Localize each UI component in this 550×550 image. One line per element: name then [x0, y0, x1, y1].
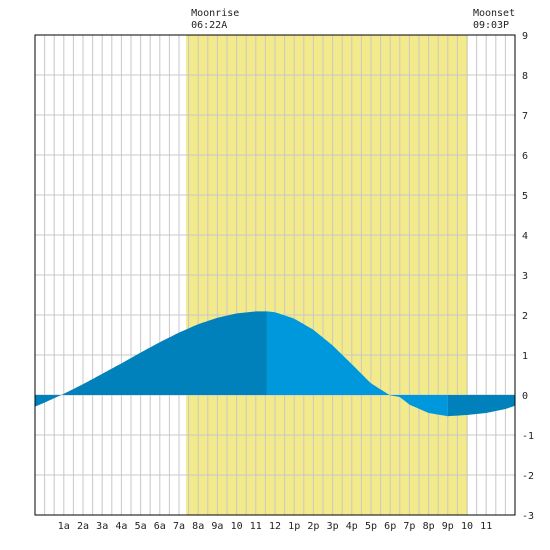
- y-tick-label: 8: [522, 71, 528, 82]
- annotation-time: 09:03P: [473, 20, 509, 31]
- x-tick-label: 4a: [115, 521, 127, 532]
- y-tick-label: 6: [522, 151, 528, 162]
- y-tick-label: -3: [522, 511, 534, 522]
- y-tick-label: 9: [522, 31, 528, 42]
- tide-area-falling: [266, 311, 448, 417]
- tide-area-layer: [35, 311, 515, 417]
- tide-area-rising: [447, 395, 515, 417]
- y-tick-label: 3: [522, 271, 528, 282]
- y-tick-label: 0: [522, 391, 528, 402]
- tide-area-rising: [35, 311, 267, 407]
- x-tick-label: 9p: [442, 521, 454, 532]
- x-tick-label: 6a: [154, 521, 166, 532]
- x-tick-label: 1a: [58, 521, 70, 532]
- x-tick-label: 8a: [192, 521, 204, 532]
- x-tick-label: 2a: [77, 521, 89, 532]
- annotation-label: Moonset: [473, 8, 515, 19]
- plot-frame: [34, 34, 516, 516]
- annotation-label: Moonrise: [191, 8, 239, 19]
- x-tick-label: 9a: [211, 521, 223, 532]
- y-tick-label: 1: [522, 351, 528, 362]
- x-tick-label: 11: [250, 521, 262, 532]
- y-tick-label: 5: [522, 191, 528, 202]
- x-tick-label: 12: [269, 521, 281, 532]
- y-tick-label: 7: [522, 111, 528, 122]
- y-tick-labels: -3 -2 -1 0 1 2 3 4 5 6 7 8 9: [522, 31, 534, 522]
- x-tick-label: 2p: [307, 521, 319, 532]
- grid-layer: [35, 34, 516, 516]
- x-tick-label: 3p: [327, 521, 339, 532]
- x-tick-label: 8p: [423, 521, 435, 532]
- x-tick-label: 5a: [135, 521, 147, 532]
- x-tick-label: 7p: [403, 521, 415, 532]
- x-tick-label: 4p: [346, 521, 358, 532]
- x-tick-label: 10: [461, 521, 473, 532]
- x-tick-label: 6p: [384, 521, 396, 532]
- x-tick-label: 5p: [365, 521, 377, 532]
- y-tick-label: 4: [522, 231, 528, 242]
- x-tick-label: 1p: [288, 521, 300, 532]
- y-tick-label: -2: [522, 471, 534, 482]
- y-tick-label: 2: [522, 311, 528, 322]
- x-tick-label: 3a: [96, 521, 108, 532]
- annotation-time: 06:22A: [191, 20, 227, 31]
- y-tick-label: -1: [522, 431, 534, 442]
- x-tick-label: 7a: [173, 521, 185, 532]
- x-tick-label: 11: [480, 521, 492, 532]
- x-tick-label: 10: [231, 521, 243, 532]
- x-tick-labels: 1a 2a 3a 4a 5a 6a 7a 8a 9a 10 11 12 1p 2p 3p 4p 5p 6p 7p 8p…: [58, 521, 492, 532]
